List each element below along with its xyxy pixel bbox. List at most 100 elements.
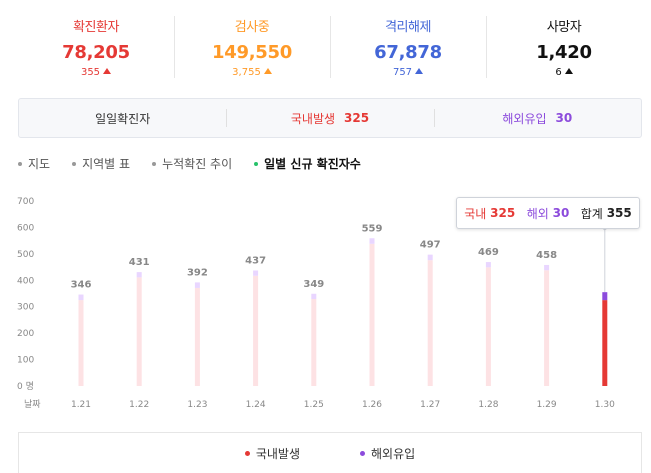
tab-label: 일별 신규 확진자수 <box>264 157 361 171</box>
stat-value: 149,550 <box>212 42 292 63</box>
tooltip-domestic-value: 325 <box>490 206 516 220</box>
stat-confirmed: 확진환자 78,205 355 <box>18 10 174 84</box>
tab-daily-new-cases[interactable]: 일별 신규 확진자수 <box>254 155 361 172</box>
x-tick-label: 1.25 <box>304 400 324 410</box>
bar-domestic <box>369 243 375 386</box>
tab-label: 지도 <box>28 157 51 171</box>
y-tick-label: 400 <box>17 276 34 286</box>
legend-label: 해외유입 <box>371 446 416 461</box>
breakdown-domestic: 국내발생 325 <box>226 99 433 137</box>
stat-value: 78,205 <box>62 42 130 63</box>
up-arrow-icon <box>263 68 272 74</box>
x-tick-label: 1.26 <box>362 400 382 410</box>
legend-label: 국내발생 <box>255 446 300 461</box>
bar-value-label: 469 <box>478 247 499 258</box>
x-axis-label: 날짜 <box>24 399 41 410</box>
bar-overseas <box>602 292 608 301</box>
delta-value: 757 <box>392 67 413 78</box>
bar-domestic <box>194 287 200 386</box>
stat-title: 사망자 <box>546 20 582 35</box>
x-tick-label: 1.21 <box>71 400 91 410</box>
view-tabs: 지도 지역별 표 누적확진 추이 일별 신규 확진자수 <box>18 155 383 172</box>
bullet-icon <box>254 161 259 166</box>
daily-breakdown: 일일확진자 국내발생 325 해외유입 30 <box>18 98 642 138</box>
x-tick-label: 1.29 <box>537 400 557 410</box>
tooltip-overseas-label: 해외 <box>526 206 549 221</box>
delta-value: 3,755 <box>232 67 261 78</box>
chart-legend: 국내발생 해외유입 <box>18 432 642 473</box>
bar-overseas <box>369 238 375 244</box>
stat-delta: 757 <box>330 67 486 78</box>
breakdown-overseas-value: 30 <box>555 111 573 125</box>
stat-testing: 검사중 149,550 3,755 <box>174 10 330 84</box>
breakdown-domestic-label: 국내발생 <box>290 111 336 126</box>
bar-domestic <box>544 270 550 386</box>
legend-overseas[interactable]: 해외유입 <box>360 445 415 462</box>
tooltip-total-label: 합계 <box>580 206 603 221</box>
tab-label: 지역별 표 <box>82 157 131 171</box>
stat-value: 67,878 <box>374 42 442 63</box>
y-tick-label: 100 <box>17 356 34 366</box>
tab-cumulative-trend[interactable]: 누적확진 추이 <box>152 155 232 172</box>
breakdown-daily-label: 일일확진자 <box>95 111 151 126</box>
y-tick-label: 0 명 <box>17 381 34 392</box>
stat-title: 확진환자 <box>73 20 119 35</box>
tooltip-total-value: 355 <box>606 206 632 220</box>
bullet-icon <box>18 161 22 166</box>
stat-released: 격리해제 67,878 757 <box>330 10 486 84</box>
bar-domestic <box>485 267 491 386</box>
delta-value: 355 <box>80 67 101 78</box>
breakdown-domestic-value: 325 <box>344 111 370 125</box>
tooltip-overseas-value: 30 <box>552 206 570 220</box>
y-tick-label: 500 <box>17 250 34 260</box>
bar-overseas <box>194 282 200 288</box>
bar-overseas <box>253 270 259 276</box>
up-arrow-icon <box>564 68 573 74</box>
stats-summary: 확진환자 78,205 355 검사중 149,550 3,755 격리해제 6… <box>18 10 642 84</box>
stat-value: 1,420 <box>536 42 592 63</box>
up-arrow-icon <box>103 68 112 74</box>
bar-value-label: 349 <box>303 279 324 290</box>
y-tick-label: 200 <box>17 329 34 339</box>
bar-domestic <box>253 275 259 386</box>
x-tick-label: 1.30 <box>595 400 615 410</box>
bar-value-label: 392 <box>187 267 208 278</box>
stat-delta: 3,755 <box>174 67 330 78</box>
bar-domestic <box>427 260 433 386</box>
bar-overseas <box>311 293 317 300</box>
bullet-icon <box>152 161 157 166</box>
y-tick-label: 600 <box>17 223 34 233</box>
chart-tooltip: 국내 325 해외 30 합계 355 <box>456 197 640 229</box>
bar-domestic <box>78 300 84 386</box>
breakdown-overseas: 해외유입 30 <box>433 99 641 137</box>
bar-value-label: 346 <box>71 280 92 291</box>
bar-value-label: 497 <box>420 240 441 251</box>
tab-region-table[interactable]: 지역별 표 <box>72 155 130 172</box>
tab-map[interactable]: 지도 <box>18 155 50 172</box>
bar-overseas <box>78 294 84 301</box>
y-tick-label: 300 <box>17 303 34 313</box>
x-tick-label: 1.27 <box>420 400 440 410</box>
bar-value-label: 431 <box>129 257 150 268</box>
x-tick-label: 1.22 <box>129 400 149 410</box>
tooltip-domestic-label: 국내 <box>464 206 487 221</box>
bar-domestic <box>602 300 608 386</box>
x-tick-label: 1.23 <box>187 400 207 410</box>
tab-label: 누적확진 추이 <box>162 157 233 171</box>
stat-delta: 355 <box>18 67 174 78</box>
breakdown-overseas-label: 해외유입 <box>502 111 547 126</box>
y-tick-label: 700 <box>17 197 34 207</box>
bullet-icon <box>72 161 77 166</box>
stat-delta: 6 <box>486 67 642 78</box>
bar-domestic <box>311 299 317 386</box>
delta-value: 6 <box>555 67 562 78</box>
legend-dot-icon <box>360 450 365 456</box>
bar-overseas <box>427 254 433 261</box>
bar-domestic <box>136 277 142 386</box>
bar-overseas <box>485 262 491 268</box>
legend-domestic[interactable]: 국내발생 <box>244 445 300 462</box>
bar-overseas <box>136 272 142 278</box>
bar-overseas <box>544 264 550 271</box>
stat-title: 검사중 <box>234 20 270 35</box>
x-tick-label: 1.28 <box>478 400 498 410</box>
